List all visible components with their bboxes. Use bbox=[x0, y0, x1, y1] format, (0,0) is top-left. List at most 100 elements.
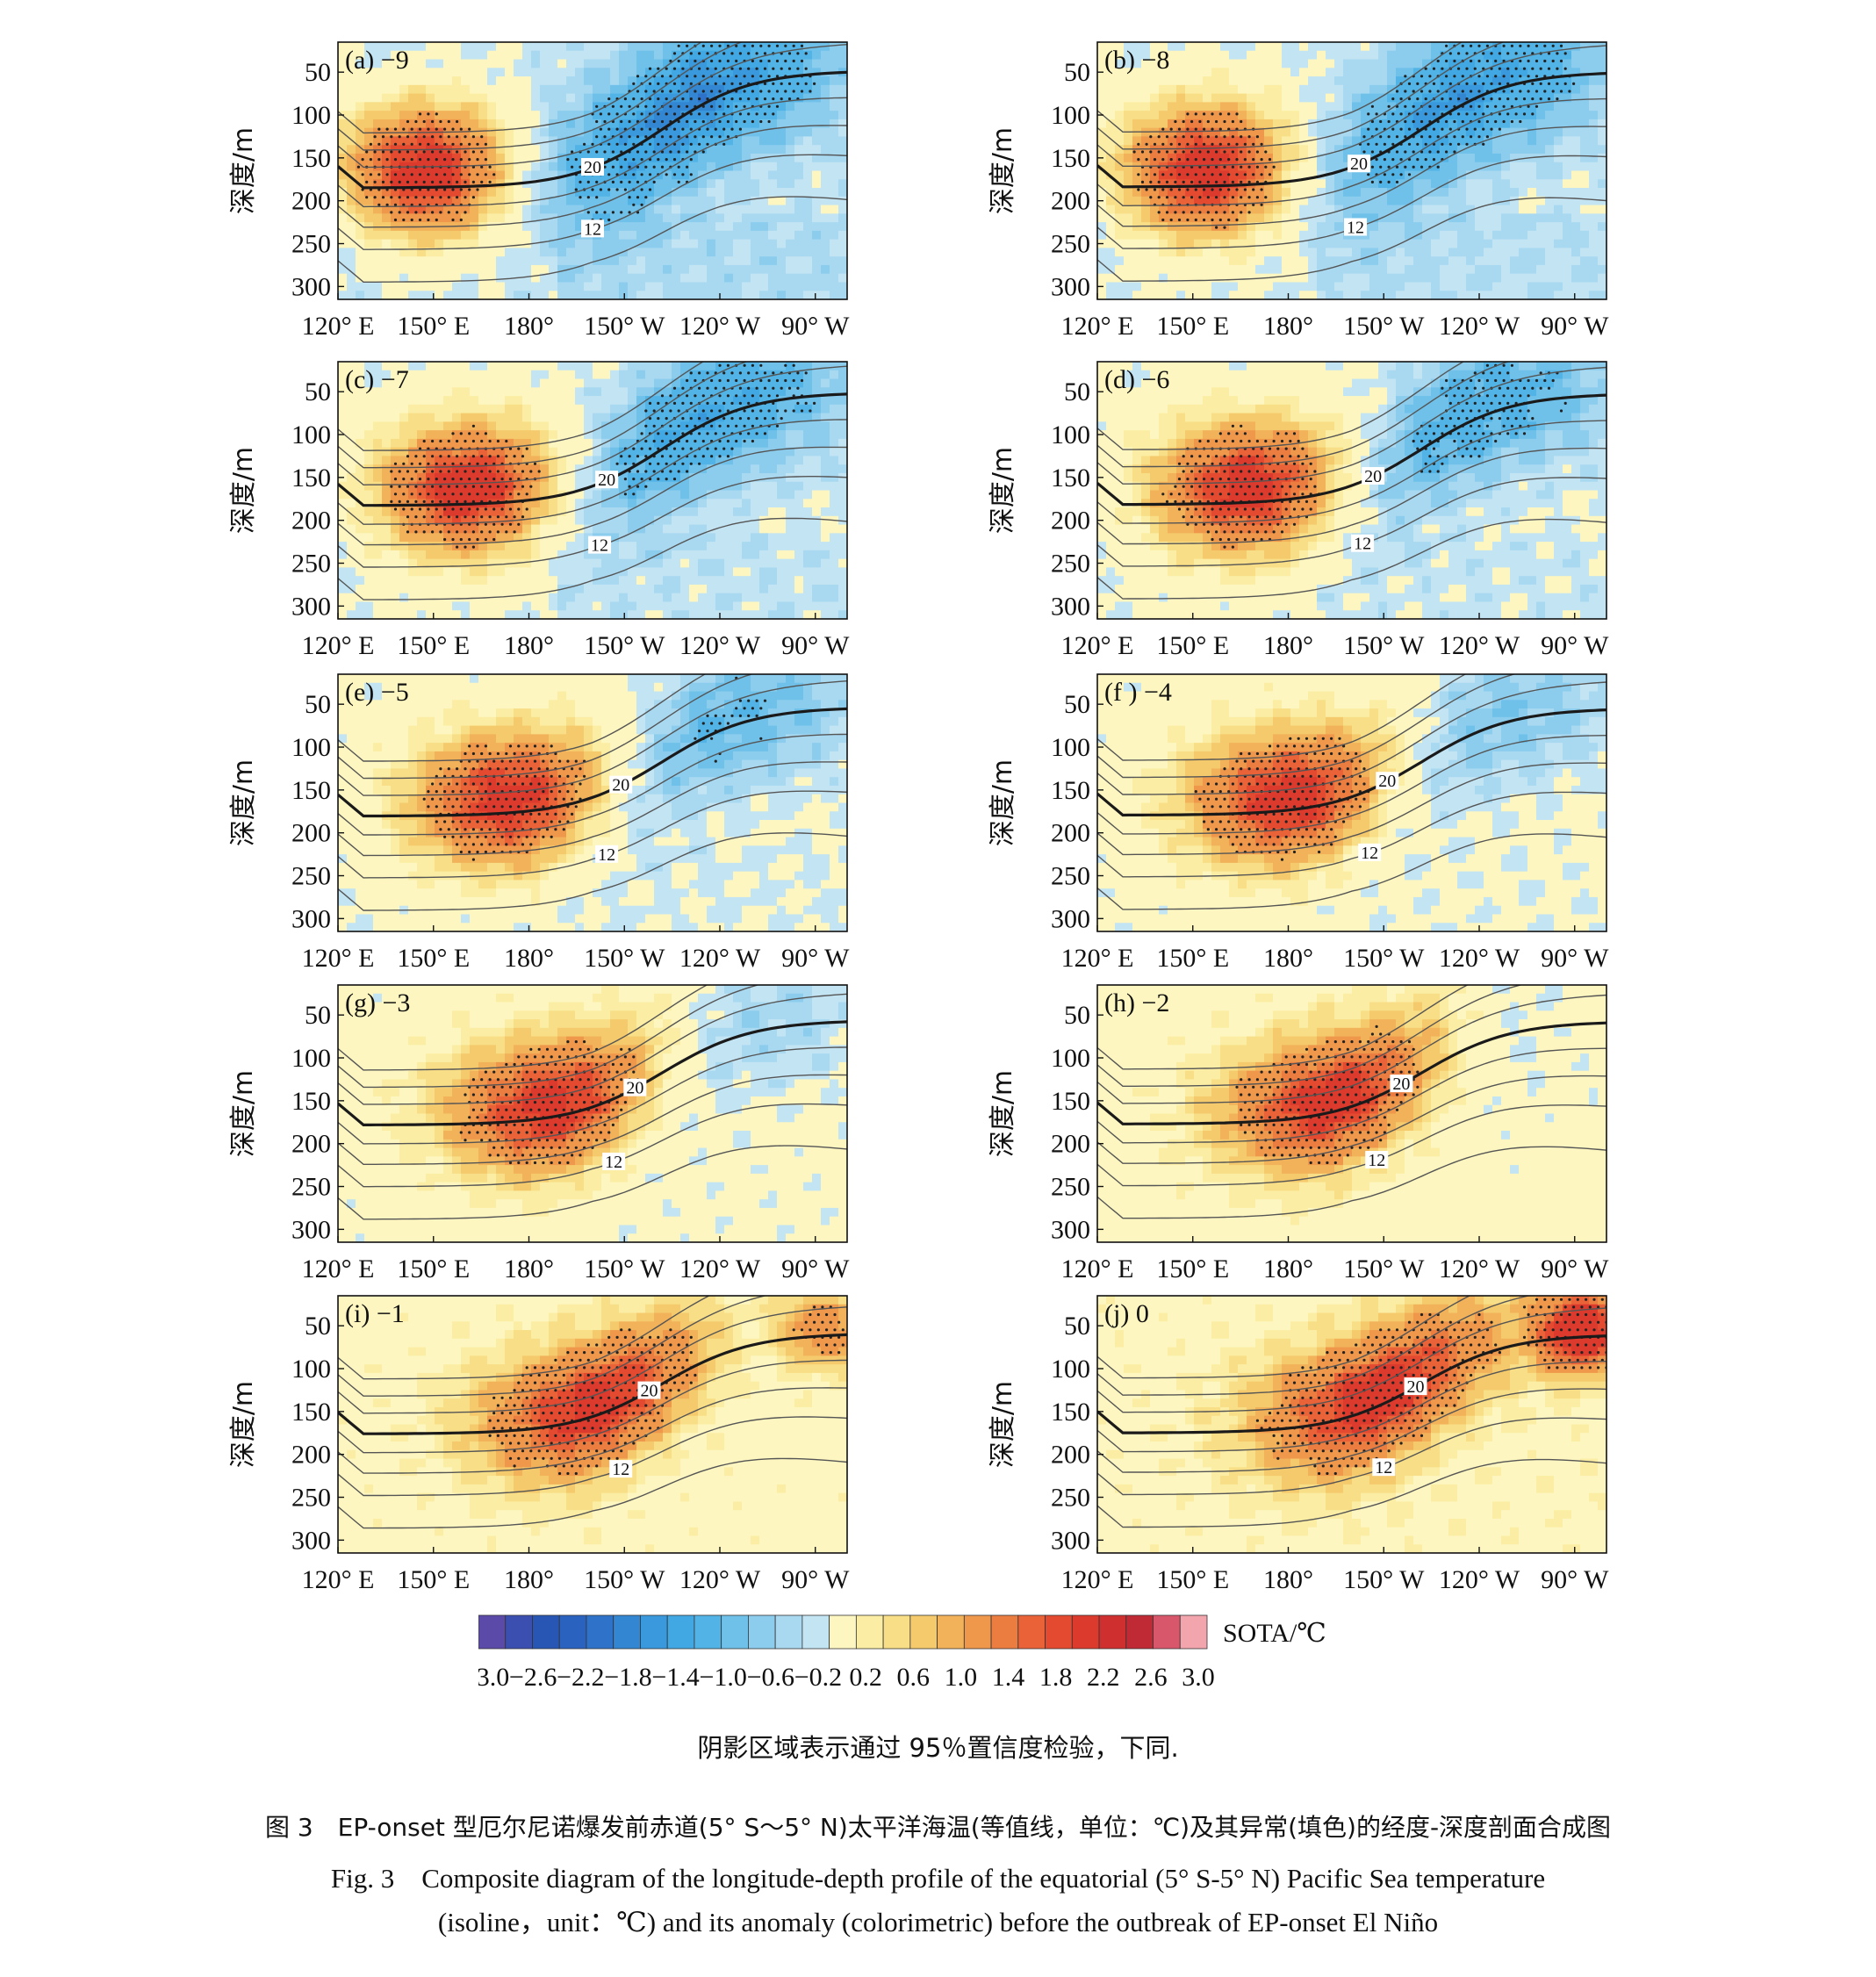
anomaly-cell bbox=[1563, 111, 1572, 120]
anomaly-cell bbox=[426, 533, 435, 543]
anomaly-cell bbox=[347, 610, 356, 619]
anomaly-cell bbox=[356, 119, 365, 129]
anomaly-cell bbox=[663, 111, 672, 120]
anomaly-cell bbox=[1580, 213, 1590, 223]
anomaly-cell bbox=[645, 222, 655, 232]
anomaly-cell bbox=[531, 196, 541, 206]
anomaly-cell bbox=[1492, 291, 1502, 299]
stipple-dot bbox=[1240, 180, 1243, 183]
anomaly-cell bbox=[1247, 239, 1256, 248]
anomaly-cell bbox=[435, 93, 444, 103]
anomaly-cell bbox=[1211, 102, 1221, 111]
stipple-dot bbox=[1235, 188, 1239, 191]
anomaly-cell bbox=[1159, 256, 1168, 266]
anomaly-cell bbox=[803, 291, 813, 299]
stipple-dot bbox=[681, 82, 685, 85]
anomaly-cell bbox=[478, 136, 488, 146]
anomaly-cell bbox=[715, 84, 725, 95]
anomaly-cell bbox=[1571, 291, 1581, 299]
stipple-dot bbox=[586, 196, 590, 199]
anomaly-cell bbox=[566, 196, 576, 206]
anomaly-cell bbox=[391, 464, 400, 474]
anomaly-cell bbox=[1378, 111, 1388, 120]
anomaly-cell bbox=[1115, 93, 1125, 103]
anomaly-cell bbox=[1396, 273, 1405, 284]
anomaly-cell bbox=[812, 127, 822, 138]
anomaly-cell bbox=[1369, 230, 1379, 241]
anomaly-cell bbox=[1378, 188, 1388, 198]
stipple-dot bbox=[759, 75, 763, 78]
anomaly-cell bbox=[1185, 76, 1195, 86]
anomaly-cell bbox=[522, 153, 532, 163]
anomaly-cell bbox=[1326, 84, 1335, 95]
stipple-dot bbox=[640, 203, 643, 206]
anomaly-cell bbox=[557, 273, 567, 284]
anomaly-cell bbox=[689, 50, 699, 61]
anomaly-cell bbox=[1492, 42, 1502, 52]
anomaly-cell bbox=[478, 93, 488, 103]
anomaly-cell bbox=[1326, 213, 1335, 223]
anomaly-cell bbox=[1326, 162, 1335, 172]
anomaly-cell bbox=[487, 50, 497, 61]
anomaly-cell bbox=[1203, 50, 1212, 61]
anomaly-cell bbox=[1457, 282, 1467, 291]
stipple-dot bbox=[1420, 90, 1424, 93]
stipple-dot bbox=[591, 188, 594, 191]
anomaly-cell bbox=[373, 273, 383, 284]
stipple-dot bbox=[657, 127, 660, 131]
anomaly-cell bbox=[514, 145, 523, 155]
anomaly-cell bbox=[610, 273, 620, 284]
anomaly-cell bbox=[417, 282, 427, 291]
anomaly-cell bbox=[1527, 127, 1537, 138]
anomaly-cell bbox=[575, 256, 585, 266]
anomaly-cell bbox=[724, 119, 734, 129]
stipple-dot bbox=[595, 104, 599, 108]
anomaly-cell bbox=[443, 119, 453, 129]
anomaly-cell bbox=[1448, 127, 1458, 138]
anomaly-cell bbox=[399, 179, 409, 189]
stipple-dot bbox=[792, 90, 795, 93]
stipple-dot bbox=[681, 127, 685, 131]
stipple-dot bbox=[644, 196, 648, 199]
anomaly-cell bbox=[1554, 145, 1563, 155]
anomaly-cell bbox=[1422, 42, 1432, 52]
anomaly-cell bbox=[505, 68, 514, 77]
anomaly-cell bbox=[1484, 222, 1493, 232]
y-tick-label: 300 bbox=[1051, 272, 1090, 301]
anomaly-cell bbox=[751, 205, 760, 214]
anomaly-cell bbox=[373, 239, 383, 248]
anomaly-cell bbox=[1317, 42, 1326, 52]
anomaly-cell bbox=[1422, 179, 1432, 189]
stipple-dot bbox=[1428, 90, 1432, 93]
stipple-dot bbox=[1203, 218, 1206, 222]
anomaly-cell bbox=[461, 50, 471, 61]
anomaly-cell bbox=[1255, 264, 1265, 275]
stipple-dot bbox=[599, 127, 602, 131]
anomaly-cell bbox=[373, 93, 383, 103]
anomaly-cell bbox=[751, 111, 760, 120]
anomaly-cell bbox=[1238, 256, 1247, 266]
anomaly-cell bbox=[777, 84, 787, 95]
anomaly-cell bbox=[408, 188, 418, 198]
anomaly-cell bbox=[1343, 76, 1353, 86]
anomaly-cell bbox=[593, 248, 602, 257]
anomaly-cell bbox=[1378, 119, 1388, 129]
anomaly-cell bbox=[1448, 170, 1458, 180]
anomaly-cell bbox=[1185, 188, 1195, 198]
stipple-dot bbox=[1215, 135, 1218, 139]
stipple-dot bbox=[743, 75, 746, 78]
anomaly-cell bbox=[1387, 205, 1397, 214]
anomaly-cell bbox=[636, 111, 646, 120]
anomaly-cell bbox=[435, 153, 444, 163]
anomaly-cell bbox=[435, 68, 444, 77]
anomaly-cell bbox=[496, 93, 506, 103]
anomaly-cell bbox=[838, 162, 847, 172]
anomaly-cell bbox=[373, 230, 383, 241]
anomaly-cell bbox=[654, 239, 664, 248]
anomaly-cell bbox=[408, 550, 418, 560]
anomaly-cell bbox=[1185, 59, 1195, 68]
stipple-dot bbox=[694, 75, 697, 78]
anomaly-cell bbox=[636, 222, 646, 232]
anomaly-cell bbox=[724, 264, 734, 275]
stipple-dot bbox=[1502, 119, 1506, 124]
